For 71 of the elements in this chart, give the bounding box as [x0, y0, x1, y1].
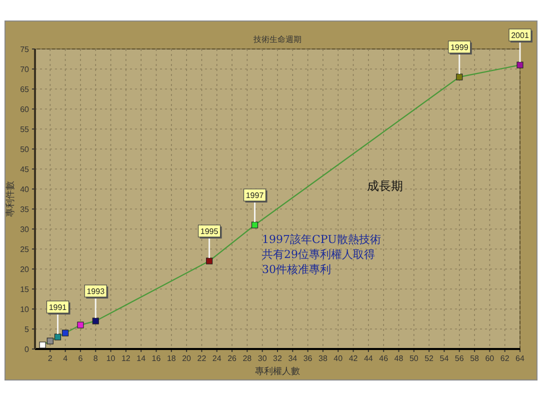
x-tick-label: 62 — [500, 354, 510, 363]
y-tick-label: 0 — [24, 345, 30, 354]
y-tick-label: 50 — [20, 145, 30, 154]
x-axis-title: 專利權人數 — [255, 366, 300, 376]
x-tick-label: 6 — [78, 354, 84, 363]
x-tick-label: 56 — [454, 354, 464, 363]
x-tick-label: 48 — [394, 354, 404, 363]
point — [251, 222, 258, 228]
x-tick-label: 20 — [182, 354, 192, 363]
annotation: 1991 — [48, 303, 68, 312]
y-tick-label: 15 — [20, 285, 30, 294]
annotation: 1999 — [450, 43, 469, 52]
x-tick-label: 18 — [166, 354, 176, 363]
x-tick-label: 60 — [485, 354, 495, 363]
x-tick-label: 64 — [516, 354, 525, 363]
y-tick-label: 25 — [20, 245, 30, 254]
annotation: 2001 — [511, 31, 530, 40]
annotation: 共有29位專利權人取得 — [262, 248, 375, 261]
point — [46, 338, 54, 344]
x-tick-label: 40 — [334, 354, 344, 363]
x-tick-label: 50 — [409, 354, 419, 363]
x-tick-label: 46 — [379, 354, 389, 363]
x-tick-label: 28 — [242, 354, 252, 363]
x-tick-label: 34 — [288, 354, 298, 363]
x-tick-label: 8 — [93, 354, 98, 363]
x-tick-label: 2 — [48, 354, 53, 363]
y-tick-label: 60 — [20, 105, 30, 114]
annotation: 1995 — [200, 227, 219, 236]
annotation: 成長期 — [367, 179, 403, 193]
x-tick-label: 26 — [228, 354, 238, 363]
chart-title: 技術生命週期 — [252, 35, 302, 44]
x-tick-label: 22 — [197, 354, 207, 363]
y-axis-title: 專利件數 — [5, 181, 15, 217]
annotation: 30件核准專利 — [262, 263, 331, 276]
y-tick-label: 40 — [20, 185, 30, 194]
y-tick-label: 35 — [20, 205, 30, 214]
point — [54, 334, 62, 340]
annotation: 1997 — [246, 191, 264, 200]
y-tick-label: 45 — [20, 165, 30, 174]
x-tick-label: 38 — [318, 354, 328, 363]
x-tick-label: 32 — [273, 354, 282, 363]
annotation: 1997該年CPU散熱技術 — [262, 233, 381, 246]
y-tick-label: 30 — [20, 225, 30, 234]
x-tick-label: 24 — [212, 354, 222, 363]
x-tick-label: 10 — [106, 354, 116, 363]
x-tick-label: 44 — [364, 354, 374, 363]
x-tick-label: 30 — [258, 354, 268, 363]
y-tick-label: 75 — [20, 45, 30, 54]
point — [77, 322, 84, 328]
point — [62, 330, 69, 336]
x-tick-label: 42 — [348, 354, 358, 363]
point — [39, 342, 46, 348]
y-tick-label: 70 — [20, 65, 30, 74]
x-tick-label: 52 — [424, 354, 434, 363]
y-tick-label: 5 — [24, 325, 30, 334]
y-tick-label: 20 — [20, 265, 30, 274]
x-tick-label: 58 — [470, 354, 480, 363]
y-tick-label: 55 — [20, 125, 30, 134]
x-tick-label: 36 — [303, 354, 313, 363]
point — [456, 74, 463, 80]
y-tick-label: 65 — [20, 85, 30, 94]
point — [516, 62, 524, 68]
x-tick-label: 14 — [136, 354, 146, 363]
point — [206, 258, 213, 264]
annotation: 1993 — [86, 287, 106, 296]
y-tick-label: 10 — [20, 305, 30, 314]
x-tick-label: 4 — [63, 354, 68, 363]
point — [92, 318, 99, 324]
x-tick-label: 12 — [121, 354, 131, 363]
x-tick-label: 16 — [152, 354, 162, 363]
x-tick-label: 54 — [440, 354, 450, 363]
